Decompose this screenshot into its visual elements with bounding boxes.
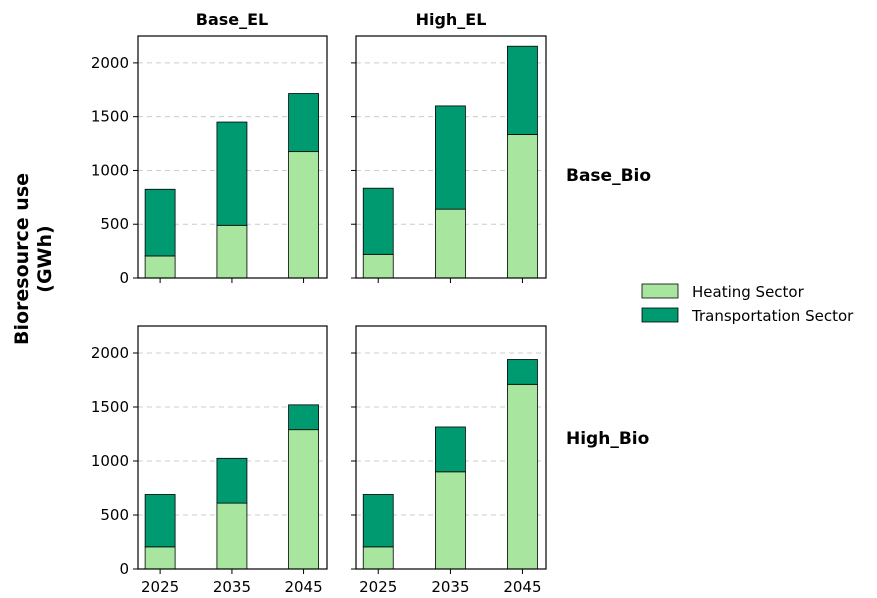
legend-label-heating: Heating Sector — [692, 283, 805, 301]
y-tick-label: 1500 — [91, 108, 129, 126]
bar-heating-2045 — [288, 429, 319, 570]
panel-frame — [355, 325, 547, 570]
bar-heating-2025 — [362, 546, 394, 570]
legend-swatch-heating — [641, 283, 679, 299]
y-tick-label: 0 — [119, 560, 129, 578]
bar-transportation-2045 — [288, 404, 319, 431]
y-axis-label-line: (GWh) — [34, 225, 56, 292]
bar-heating-2025 — [362, 253, 394, 279]
y-tick-label: 1000 — [91, 161, 129, 179]
bar-heating-2045 — [288, 151, 319, 279]
panel-base-bio-high-el — [351, 35, 547, 283]
x-tick-label: 2035 — [431, 578, 469, 596]
bar-heating-2045 — [507, 383, 538, 570]
y-axis-label-line: Bioresource use — [11, 173, 33, 345]
bar-heating-2035 — [435, 471, 466, 570]
panel-high-bio-base-el: 2025 2035 2045 0 500 1000 1500 2000 — [91, 325, 328, 596]
panel-frame — [137, 35, 328, 279]
bar-heating-2035 — [216, 224, 248, 279]
bar-transportation-2045 — [507, 359, 538, 385]
legend-swatch-transportation — [641, 307, 679, 323]
y-tick-label: 1500 — [91, 398, 129, 416]
row-title-high-bio: High_Bio — [566, 429, 649, 449]
bar-heating-2045 — [507, 134, 538, 279]
bar-transportation-2025 — [144, 188, 176, 257]
x-tick-label: 2025 — [141, 578, 179, 596]
panel-frame — [137, 325, 328, 570]
bar-transportation-2035 — [216, 457, 248, 504]
y-tick-label: 1000 — [91, 452, 129, 470]
y-axis-label: Bioresource use(GWh) — [11, 173, 56, 345]
bar-heating-2025 — [144, 546, 176, 570]
bar-heating-2025 — [144, 255, 176, 279]
column-title-high-el: High_EL — [416, 10, 487, 29]
panels-group: 0 500 1000 1500 2000 2025 2035 2045 0 500 1000 1500… — [91, 35, 547, 596]
panel-frame — [355, 35, 547, 279]
y-tick-label: 500 — [100, 215, 129, 233]
bar-transportation-2035 — [435, 426, 466, 473]
bar-heating-2035 — [216, 502, 248, 570]
legend: Heating Sector Transportation Sector — [641, 283, 854, 325]
x-tick-label: 2025 — [359, 578, 397, 596]
bar-transportation-2035 — [435, 105, 466, 210]
row-title-base-bio: Base_Bio — [566, 166, 651, 186]
bar-heating-2035 — [435, 208, 466, 279]
panel-high-bio-high-el: 2025 2035 2045 — [351, 325, 547, 596]
y-tick-label: 500 — [100, 506, 129, 524]
bar-transportation-2025 — [144, 494, 176, 548]
y-tick-label: 2000 — [91, 54, 129, 72]
bar-transportation-2025 — [362, 494, 394, 548]
bar-transportation-2045 — [288, 93, 319, 153]
x-tick-label: 2035 — [213, 578, 251, 596]
column-title-base-el: Base_EL — [196, 10, 269, 29]
y-tick-label: 2000 — [91, 344, 129, 362]
x-tick-label: 2045 — [284, 578, 322, 596]
x-tick-label: 2045 — [503, 578, 541, 596]
y-tick-label: 0 — [119, 269, 129, 287]
bar-transportation-2045 — [507, 45, 538, 135]
legend-label-transportation: Transportation Sector — [691, 307, 854, 325]
bar-transportation-2025 — [362, 187, 394, 255]
panel-base-bio-base-el: 0 500 1000 1500 2000 — [91, 35, 328, 287]
bar-transportation-2035 — [216, 121, 248, 226]
